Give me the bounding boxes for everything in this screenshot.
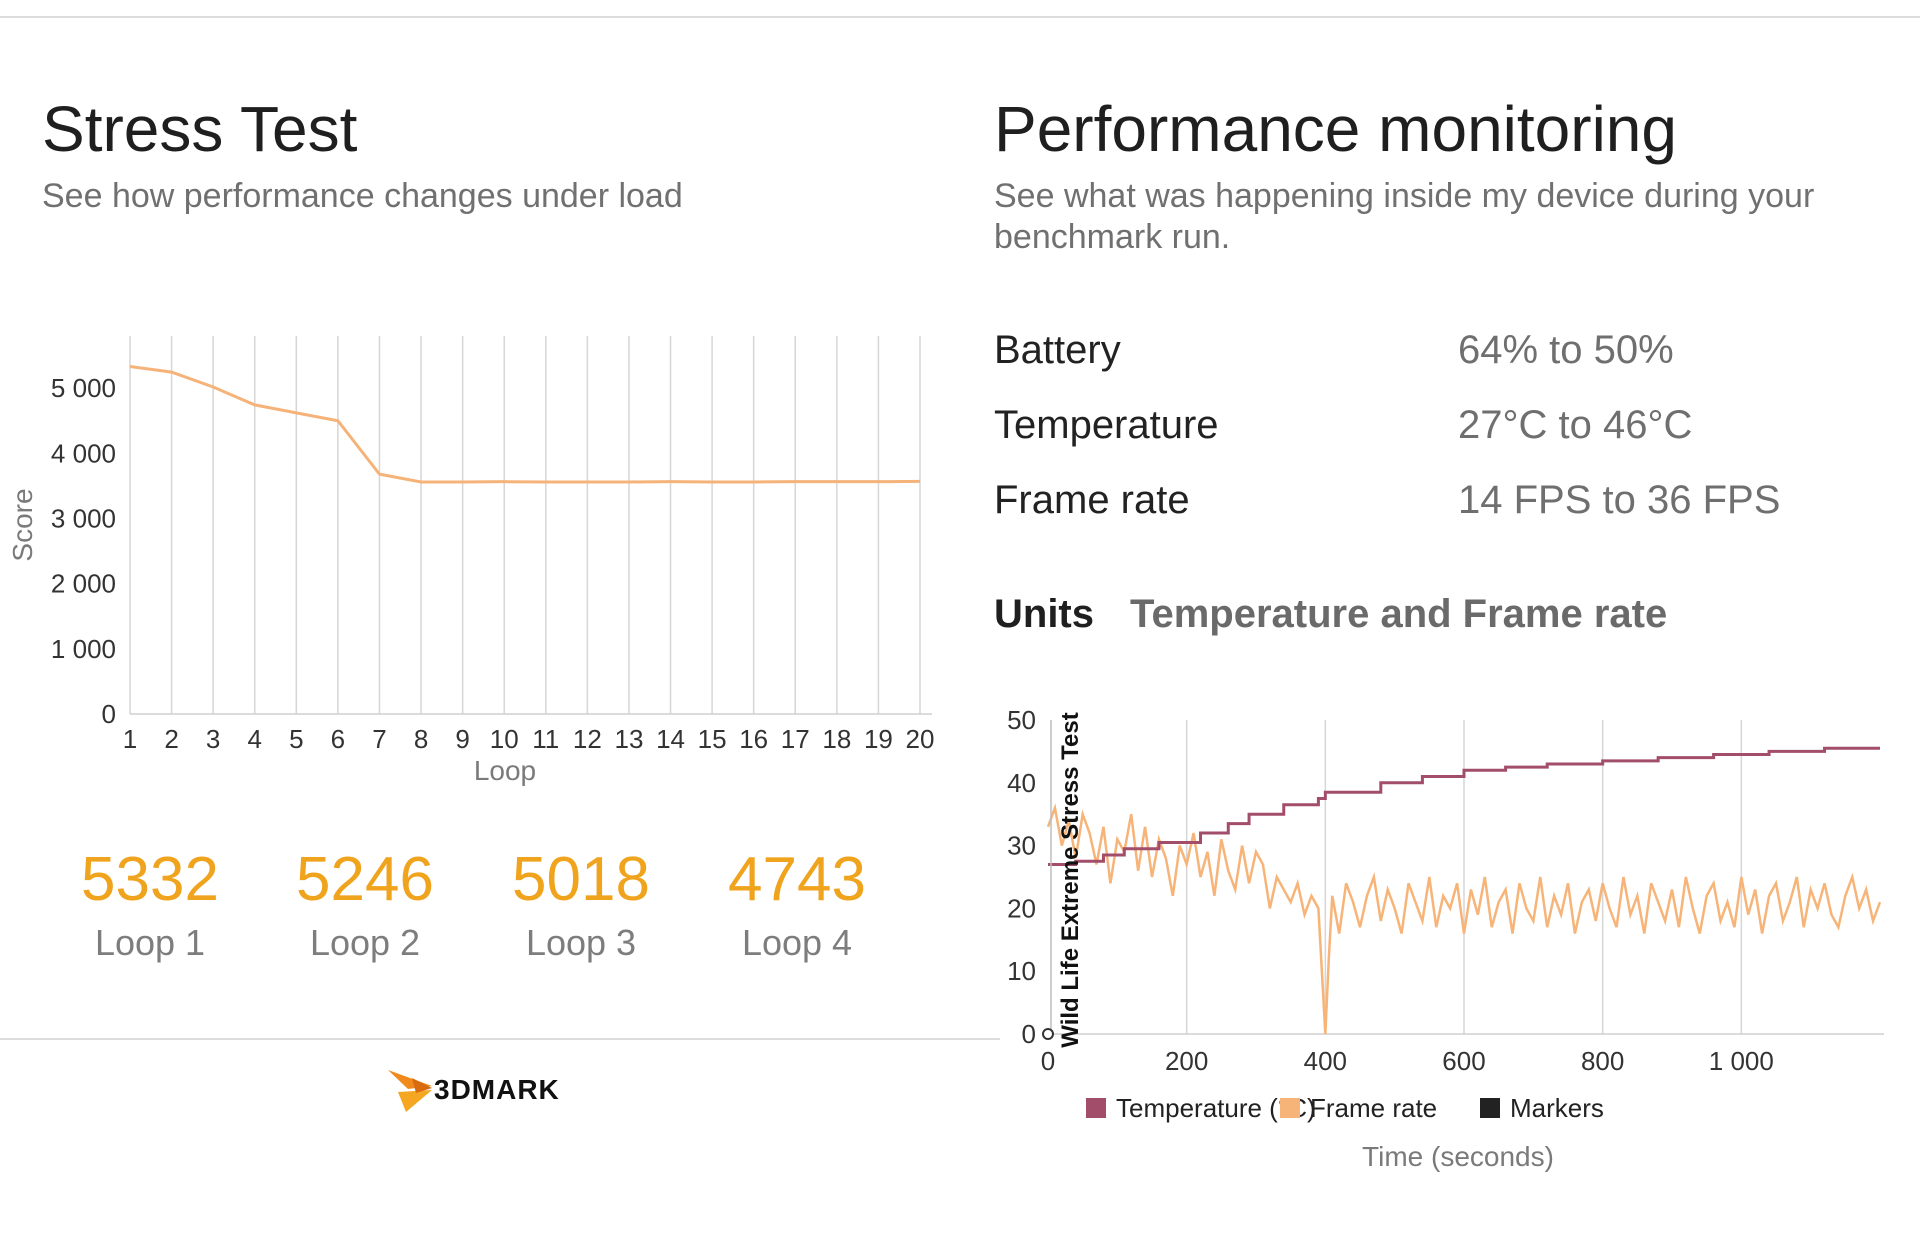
x-tick-label: 10: [490, 724, 519, 754]
loop-2-label: Loop 2: [309, 922, 421, 963]
frame-rate-label: Frame rate: [994, 478, 1190, 522]
performance-monitoring-title: Performance monitoring: [994, 93, 1677, 165]
loop-4-score: 4743: [728, 845, 866, 914]
x-tick-label: 5: [289, 724, 303, 754]
y-tick-label: 1 000: [51, 634, 116, 664]
x-tick-label: 15: [698, 724, 727, 754]
loop-1-label: Loop 1: [94, 922, 206, 963]
x-tick-label: 14: [656, 724, 685, 754]
y-tick-label: 0: [102, 699, 116, 729]
frame-rate-series-line: [1046, 803, 1882, 1035]
y-tick-label: 10: [1007, 956, 1036, 986]
y-tick-label: 50: [1007, 705, 1036, 735]
bottom-divider: [0, 1038, 1000, 1040]
temperature-value: 27°C to 46°C: [1458, 403, 1693, 447]
x-tick-label: 16: [739, 724, 768, 754]
x-tick-label: 13: [614, 724, 643, 754]
score-series-line: [129, 365, 921, 484]
top-divider: [0, 16, 1920, 18]
x-tick-label: 1: [123, 724, 137, 754]
3dmark-logo-text: 3DMARK: [434, 1074, 560, 1105]
y-axis-title: Score: [7, 488, 38, 561]
x-tick-label: 8: [414, 724, 428, 754]
y-tick-label: 20: [1007, 893, 1036, 923]
x-tick-label: 200: [1165, 1046, 1208, 1076]
loop-3-label: Loop 3: [525, 922, 637, 963]
x-tick-label: 6: [331, 724, 345, 754]
x-tick-label: 800: [1581, 1046, 1624, 1076]
marker-annotation: Wild Life Extreme Stress Test: [1057, 712, 1084, 1047]
x-axis-title: Time (seconds): [1362, 1141, 1554, 1172]
y-tick-label: 2 000: [51, 569, 116, 599]
x-tick-label: 0: [1041, 1046, 1055, 1076]
legend-swatch: [1280, 1098, 1300, 1118]
loop-2-score: 5246: [296, 845, 434, 914]
frame-rate-value: 14 FPS to 36 FPS: [1458, 478, 1781, 522]
y-tick-label: 40: [1007, 768, 1036, 798]
x-tick-label: 400: [1304, 1046, 1347, 1076]
x-tick-label: 600: [1442, 1046, 1485, 1076]
battery-value: 64% to 50%: [1458, 328, 1674, 372]
units-selector[interactable]: Temperature and Frame rate: [1130, 592, 1668, 636]
x-tick-label: 4: [248, 724, 262, 754]
legend-swatch: [1086, 1098, 1106, 1118]
x-tick-label: 2: [164, 724, 178, 754]
x-tick-label: 18: [822, 724, 851, 754]
x-tick-label: 11: [532, 724, 559, 754]
loop-3-score: 5018: [512, 845, 650, 914]
x-axis-title: Loop: [474, 755, 536, 786]
x-tick-label: 7: [372, 724, 386, 754]
x-tick-label: 3: [206, 724, 220, 754]
units-label: Units: [994, 592, 1094, 636]
battery-label: Battery: [994, 328, 1121, 372]
3dmark-logo: 3DMARK: [386, 1062, 606, 1123]
y-tick-label: 0: [1022, 1019, 1036, 1049]
marker-point: [1042, 1028, 1054, 1040]
stress-test-subtitle: See how performance changes under load: [42, 177, 683, 215]
x-tick-label: 12: [573, 724, 602, 754]
x-tick-label: 1 000: [1709, 1046, 1774, 1076]
legend-label: Markers: [1510, 1093, 1604, 1123]
stress-test-title: Stress Test: [42, 93, 358, 165]
loop-4-label: Loop 4: [741, 922, 853, 963]
legend-label: Frame rate: [1310, 1093, 1437, 1123]
3dmark-logo-icon: [388, 1070, 432, 1112]
performance-monitoring-subtitle: See what was happening inside my device …: [994, 177, 1815, 256]
y-tick-label: 4 000: [51, 438, 116, 468]
x-tick-label: 9: [455, 724, 469, 754]
x-tick-label: 19: [864, 724, 893, 754]
temperature-label: Temperature: [994, 403, 1219, 447]
x-tick-label: 20: [906, 724, 935, 754]
y-tick-label: 30: [1007, 831, 1036, 861]
loop-1-score: 5332: [81, 845, 219, 914]
y-tick-label: 3 000: [51, 503, 116, 533]
performance-chart: 0 200 400 600 800 1 000 0 10 20 30 40 50 Wild Life E…: [1007, 705, 1884, 1172]
legend-swatch: [1480, 1098, 1500, 1118]
x-tick-label: 17: [781, 724, 810, 754]
temperature-series-line: [1048, 746, 1880, 866]
y-tick-label: 5 000: [51, 373, 116, 403]
